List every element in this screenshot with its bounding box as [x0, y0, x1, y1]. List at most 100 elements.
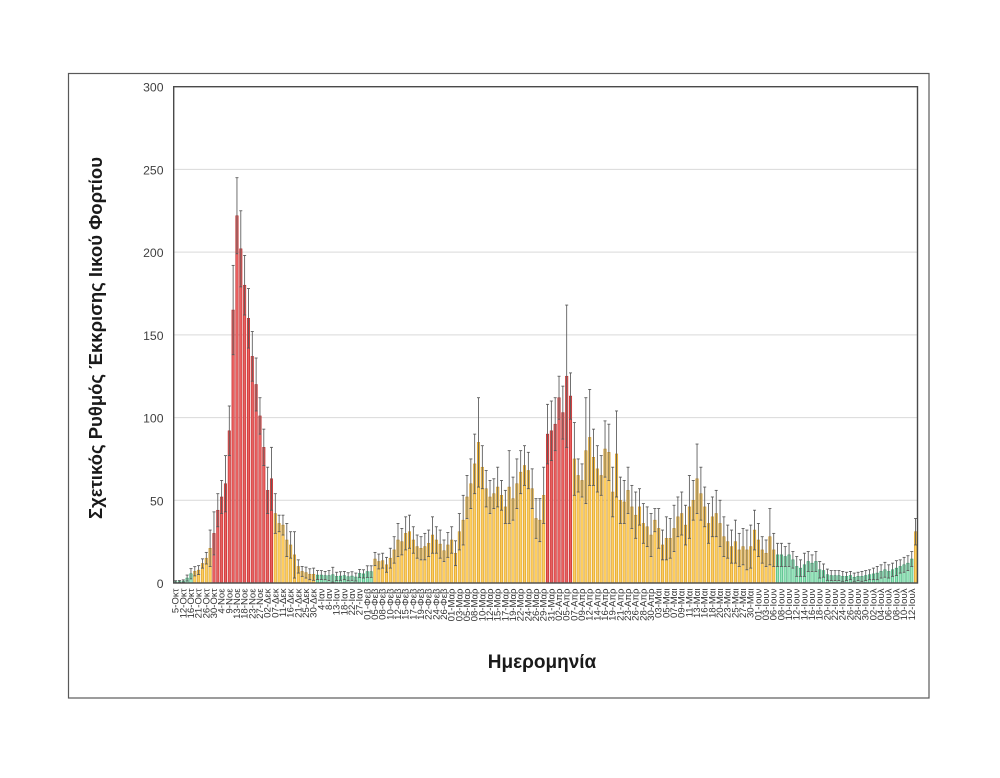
svg-text:24-Φεβ: 24-Φεβ [431, 588, 442, 620]
svg-text:10-Ιουλ: 10-Ιουλ [899, 588, 910, 620]
svg-text:29-Μαρ: 29-Μαρ [539, 588, 550, 621]
svg-text:07-Δεκ: 07-Δεκ [270, 588, 281, 618]
svg-text:22-Ιαν: 22-Ιαν [347, 588, 358, 615]
svg-text:07-Μαι: 07-Μαι [669, 589, 680, 619]
svg-text:21-Οκτ: 21-Οκτ [194, 588, 205, 618]
svg-text:11-Μαι: 11-Μαι [684, 589, 695, 618]
svg-text:15-Φεβ: 15-Φεβ [401, 588, 412, 620]
svg-text:15-Μαρ: 15-Μαρ [493, 588, 504, 621]
svg-text:16-Μαι: 16-Μαι [700, 589, 711, 619]
svg-text:20-Ιουν: 20-Ιουν [822, 588, 833, 620]
svg-text:27-Μαι: 27-Μαι [738, 589, 749, 619]
svg-text:5-Οκτ: 5-Οκτ [171, 588, 182, 613]
svg-text:24-Ιουν: 24-Ιουν [838, 588, 849, 620]
svg-text:04-Ιουλ: 04-Ιουλ [876, 588, 887, 620]
svg-text:25-Δεκ: 25-Δεκ [301, 588, 312, 618]
svg-text:Ημερομηνία: Ημερομηνία [488, 652, 597, 673]
svg-text:26-Οκτ: 26-Οκτ [201, 588, 212, 618]
svg-text:06-Ιουν: 06-Ιουν [769, 588, 780, 620]
svg-text:06-Ιουλ: 06-Ιουλ [884, 588, 895, 620]
svg-text:01-Φεβ: 01-Φεβ [362, 588, 373, 620]
svg-text:02-Απρ: 02-Απρ [554, 588, 565, 621]
svg-text:17-Μαρ: 17-Μαρ [500, 588, 511, 621]
svg-text:250: 250 [143, 163, 164, 177]
svg-text:12-Ιουν: 12-Ιουν [792, 588, 803, 620]
svg-text:05-Απρ: 05-Απρ [562, 588, 573, 621]
svg-text:02-Δεκ: 02-Δεκ [263, 588, 274, 618]
svg-text:30-Μαι: 30-Μαι [746, 589, 757, 619]
svg-text:19-Φεβ: 19-Φεβ [416, 588, 427, 620]
svg-text:30-Απρ: 30-Απρ [646, 588, 657, 621]
svg-text:20-Μαι: 20-Μαι [715, 589, 726, 619]
svg-text:26-Απρ: 26-Απρ [631, 588, 642, 621]
svg-text:16-Οκτ: 16-Οκτ [186, 588, 197, 618]
svg-text:21-Δεκ: 21-Δεκ [293, 588, 304, 618]
svg-text:300: 300 [143, 81, 164, 95]
svg-text:13-Μαι: 13-Μαι [692, 589, 703, 619]
svg-text:0: 0 [157, 577, 164, 591]
svg-text:12-Οκτ: 12-Οκτ [178, 588, 189, 618]
svg-text:100: 100 [143, 412, 164, 426]
svg-text:4-Ιαν: 4-Ιαν [316, 588, 327, 610]
svg-text:26-Φεβ: 26-Φεβ [439, 588, 450, 620]
svg-text:13-Νοε: 13-Νοε [232, 588, 243, 619]
svg-text:50: 50 [150, 494, 164, 508]
svg-text:14-Ιουν: 14-Ιουν [799, 588, 810, 620]
svg-text:16-Απρ: 16-Απρ [600, 588, 611, 621]
svg-text:10-Φεβ: 10-Φεβ [385, 588, 396, 620]
svg-text:03-Μαι: 03-Μαι [654, 589, 665, 619]
svg-text:13-Ιαν: 13-Ιαν [332, 588, 343, 615]
svg-text:8-Ιαν: 8-Ιαν [324, 588, 335, 610]
svg-text:31-Μαρ: 31-Μαρ [546, 588, 557, 621]
svg-text:22-Μαρ: 22-Μαρ [516, 588, 527, 621]
svg-text:08-Ιουλ: 08-Ιουλ [891, 588, 902, 620]
svg-text:200: 200 [143, 246, 164, 260]
svg-text:12-Ιουλ: 12-Ιουλ [907, 588, 918, 620]
svg-text:07-Απρ: 07-Απρ [569, 588, 580, 621]
svg-text:28-Απρ: 28-Απρ [638, 588, 649, 621]
svg-text:08-Φεβ: 08-Φεβ [378, 588, 389, 620]
svg-text:03-Ιουν: 03-Ιουν [761, 588, 772, 620]
svg-text:18-Νοε: 18-Νοε [240, 588, 251, 619]
svg-text:27-Ιαν: 27-Ιαν [355, 588, 366, 615]
svg-text:26-Μαρ: 26-Μαρ [531, 588, 542, 621]
svg-text:11-Δεκ: 11-Δεκ [278, 588, 289, 617]
svg-text:27-Νοε: 27-Νοε [255, 588, 266, 619]
svg-text:16-Ιουν: 16-Ιουν [807, 588, 818, 620]
svg-text:30-Οκτ: 30-Οκτ [209, 588, 220, 618]
svg-text:30-Δεκ: 30-Δεκ [309, 588, 320, 618]
svg-text:12-Μαρ: 12-Μαρ [485, 588, 496, 621]
svg-text:14-Απρ: 14-Απρ [592, 588, 603, 621]
svg-text:09-Μαι: 09-Μαι [677, 589, 688, 619]
svg-text:21-Απρ: 21-Απρ [615, 588, 626, 621]
svg-text:4-Νοε: 4-Νοε [217, 588, 228, 614]
svg-text:23-Απρ: 23-Απρ [623, 588, 634, 621]
svg-text:25-Μαι: 25-Μαι [730, 589, 741, 619]
svg-text:30-Ιουν: 30-Ιουν [861, 588, 872, 620]
svg-text:10-Ιουν: 10-Ιουν [784, 588, 795, 620]
svg-text:18-Ιαν: 18-Ιαν [339, 588, 350, 615]
svg-text:24-Μαρ: 24-Μαρ [523, 588, 534, 621]
svg-text:05-Μαι: 05-Μαι [661, 589, 672, 619]
svg-text:05-Μαρ: 05-Μαρ [462, 588, 473, 621]
svg-text:09-Απρ: 09-Απρ [577, 588, 588, 621]
svg-text:28-Ιουν: 28-Ιουν [853, 588, 864, 620]
svg-text:22-Ιουν: 22-Ιουν [830, 588, 841, 620]
svg-text:19-Απρ: 19-Απρ [608, 588, 619, 621]
svg-text:19-Μαρ: 19-Μαρ [508, 588, 519, 621]
svg-text:16-Δεκ: 16-Δεκ [286, 588, 297, 618]
svg-text:23-Νοε: 23-Νοε [247, 588, 258, 619]
svg-text:17-Φεβ: 17-Φεβ [408, 588, 419, 620]
svg-text:08-Ιουν: 08-Ιουν [776, 588, 787, 620]
svg-text:18-Ιουν: 18-Ιουν [815, 588, 826, 620]
svg-text:150: 150 [143, 329, 164, 343]
svg-text:9-Νοε: 9-Νοε [224, 588, 235, 614]
svg-text:05-Φεβ: 05-Φεβ [370, 588, 381, 620]
svg-text:01-Ιουν: 01-Ιουν [753, 588, 764, 620]
svg-text:18-Μαι: 18-Μαι [707, 589, 718, 619]
svg-text:02-Ιουλ: 02-Ιουλ [868, 588, 879, 620]
svg-text:03-Μαρ: 03-Μαρ [454, 588, 465, 621]
svg-text:08-Μαρ: 08-Μαρ [470, 588, 481, 621]
svg-text:01-Μαρ: 01-Μαρ [447, 588, 458, 621]
svg-text:10-Μαρ: 10-Μαρ [477, 588, 488, 621]
